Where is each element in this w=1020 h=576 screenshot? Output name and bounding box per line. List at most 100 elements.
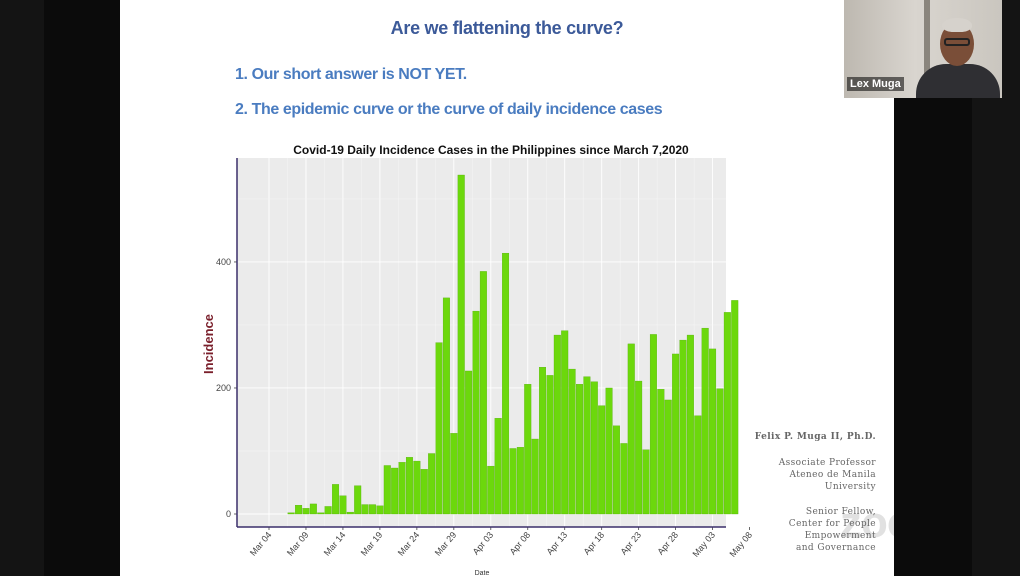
bar [302, 508, 310, 515]
bar [339, 495, 347, 515]
presenter-role: Associate Professor Ateneo de Manila Uni… [779, 457, 876, 493]
y-tick-label: 400 [216, 257, 231, 267]
bar [672, 353, 680, 515]
bar [332, 484, 340, 515]
bar [420, 469, 428, 515]
bar [494, 418, 502, 515]
bar [457, 174, 465, 515]
bar [546, 375, 554, 515]
participant-hair [942, 18, 972, 32]
slide-point-2: 2. The epidemic curve or the curve of da… [235, 101, 663, 118]
bar [502, 252, 510, 515]
role-line: University [824, 482, 876, 492]
fellow-line: Senior Fellow, [805, 507, 876, 517]
bar [287, 512, 295, 515]
bar [649, 334, 657, 515]
y-tick-label: 0 [226, 509, 231, 519]
fellow-line: and Governance [795, 543, 876, 553]
bar [598, 405, 606, 515]
bar [383, 465, 391, 515]
bar [568, 368, 576, 515]
bar [346, 511, 354, 515]
bar [701, 327, 709, 515]
bar [354, 485, 362, 515]
y-axis-label: Incidence [201, 314, 216, 374]
bar [612, 425, 620, 515]
bar [590, 381, 598, 515]
x-tick-label: Mar 14 [322, 530, 348, 558]
bar [369, 504, 376, 515]
y-axis: 0 200 400 [216, 257, 237, 519]
participant-video-tile[interactable]: Lex Muga [844, 0, 1002, 98]
bar [413, 460, 421, 515]
bar [561, 330, 569, 515]
bar [295, 505, 303, 515]
bar [583, 376, 591, 515]
bar [635, 380, 643, 515]
y-tick-label: 200 [216, 383, 231, 393]
presenter-fellowship: Senior Fellow, Center for People Empower… [789, 506, 876, 554]
x-tick-label: Apr 18 [581, 530, 606, 557]
x-tick-label: Apr 03 [471, 530, 496, 557]
left-black-bar [0, 0, 44, 576]
x-tick-label: Mar 09 [285, 530, 311, 558]
shared-slide: Are we flattening the curve? 1. Our shor… [120, 0, 894, 576]
x-tick-label: Mar 19 [359, 530, 385, 558]
bar [376, 505, 384, 515]
bar [627, 343, 635, 515]
bar [716, 388, 724, 515]
x-tick-label: Mar 04 [248, 530, 274, 558]
presenter-name: Felix P. Muga II, Ph.D. [754, 432, 876, 442]
bar [657, 389, 665, 515]
bar [428, 453, 436, 515]
x-tick-label: May 03 [690, 530, 717, 559]
bar [361, 504, 369, 515]
bar [553, 334, 561, 515]
bar [435, 342, 443, 515]
fellow-line: Empowerment [804, 531, 876, 541]
x-tick-label: May 08 [727, 530, 754, 559]
chart-title: Covid-19 Daily Incidence Cases in the Ph… [293, 143, 689, 157]
x-tick-label: Apr 08 [508, 530, 533, 557]
bar [605, 387, 613, 515]
bar [731, 300, 739, 515]
bar [324, 506, 332, 515]
bar [317, 512, 325, 515]
bar [398, 462, 406, 515]
bar [620, 443, 628, 515]
participant-glasses [944, 38, 970, 46]
bar [642, 449, 650, 515]
x-axis: Mar 04 Mar 09 Mar 14 Mar 19 Mar 24 Mar 29 Apr … [248, 527, 754, 559]
bar [576, 384, 583, 515]
zoom-watermark: zoom [840, 498, 894, 547]
bar [723, 312, 731, 515]
bar [487, 465, 495, 515]
bar [309, 503, 317, 515]
x-tick-label: Apr 13 [545, 530, 570, 557]
bar [472, 310, 480, 515]
bar-series [287, 174, 739, 515]
x-tick-label: Mar 29 [433, 530, 459, 558]
bar [664, 399, 672, 515]
slide-point-1: 1. Our short answer is NOT YET. [235, 66, 467, 83]
bar [450, 433, 458, 515]
bar [539, 367, 547, 515]
incidence-chart: Covid-19 Daily Incidence Cases in the Ph… [201, 143, 754, 576]
bar [479, 271, 487, 515]
bar [405, 457, 413, 515]
bar [709, 348, 717, 515]
role-line: Associate Professor [778, 458, 876, 468]
bar [524, 384, 532, 515]
video-background-pole [924, 0, 930, 98]
bar [509, 448, 517, 515]
participant-body [916, 64, 1000, 98]
slide-title: Are we flattening the curve? [390, 18, 624, 38]
fellow-line: Center for People [788, 519, 876, 529]
bar [531, 438, 539, 515]
bar [465, 370, 473, 515]
x-axis-label: Date [475, 570, 490, 576]
role-line: Ateneo de Manila [789, 470, 876, 480]
bar [679, 339, 687, 515]
bar [686, 334, 694, 515]
bar [391, 467, 399, 515]
